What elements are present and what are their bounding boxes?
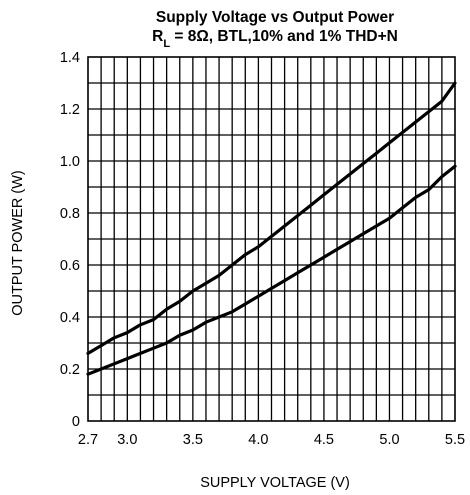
title-conditions: = 8Ω, BTL,10% and 1% THD+N [170, 28, 398, 45]
x-tick-label: 3.5 [183, 432, 203, 448]
x-tick-label: 5.0 [379, 432, 399, 448]
y-tick-label: 1.4 [60, 50, 80, 66]
series-line-2 [86, 164, 457, 376]
x-tick-labels: 2.7 3.0 3.5 4.0 4.5 5.0 5.5 [78, 432, 465, 448]
y-tick-label: 0.6 [60, 258, 80, 274]
y-tick-label: 0 [72, 414, 80, 430]
x-tick-label: 4.0 [248, 432, 268, 448]
y-tick-label: 1.0 [60, 154, 80, 170]
y-axis-label: OUTPUT POWER (W) [10, 170, 26, 316]
chart-title-line2: RL = 8Ω, BTL,10% and 1% THD+N [152, 28, 398, 50]
chart-title-line1: Supply Voltage vs Output Power [156, 9, 394, 26]
x-tick-label: 2.7 [78, 432, 98, 448]
x-tick-label: 5.5 [445, 432, 465, 448]
series-group [86, 81, 457, 376]
y-tick-label: 0.2 [60, 362, 80, 378]
grid [88, 57, 455, 421]
y-tick-label: 0.4 [60, 310, 80, 326]
y-tick-label: 0.8 [60, 206, 80, 222]
x-tick-label: 3.0 [117, 432, 137, 448]
series-line-1 [86, 81, 457, 355]
y-tick-labels: 0 0.2 0.4 0.6 0.8 1.0 1.2 1.4 [60, 50, 80, 430]
y-tick-label: 1.2 [60, 102, 80, 118]
title-r-symbol: R [152, 28, 163, 45]
x-axis-label: SUPPLY VOLTAGE (V) [200, 475, 350, 491]
title-r-subscript: L [163, 38, 170, 50]
x-tick-label: 4.5 [314, 432, 334, 448]
plot-frame [87, 56, 456, 422]
